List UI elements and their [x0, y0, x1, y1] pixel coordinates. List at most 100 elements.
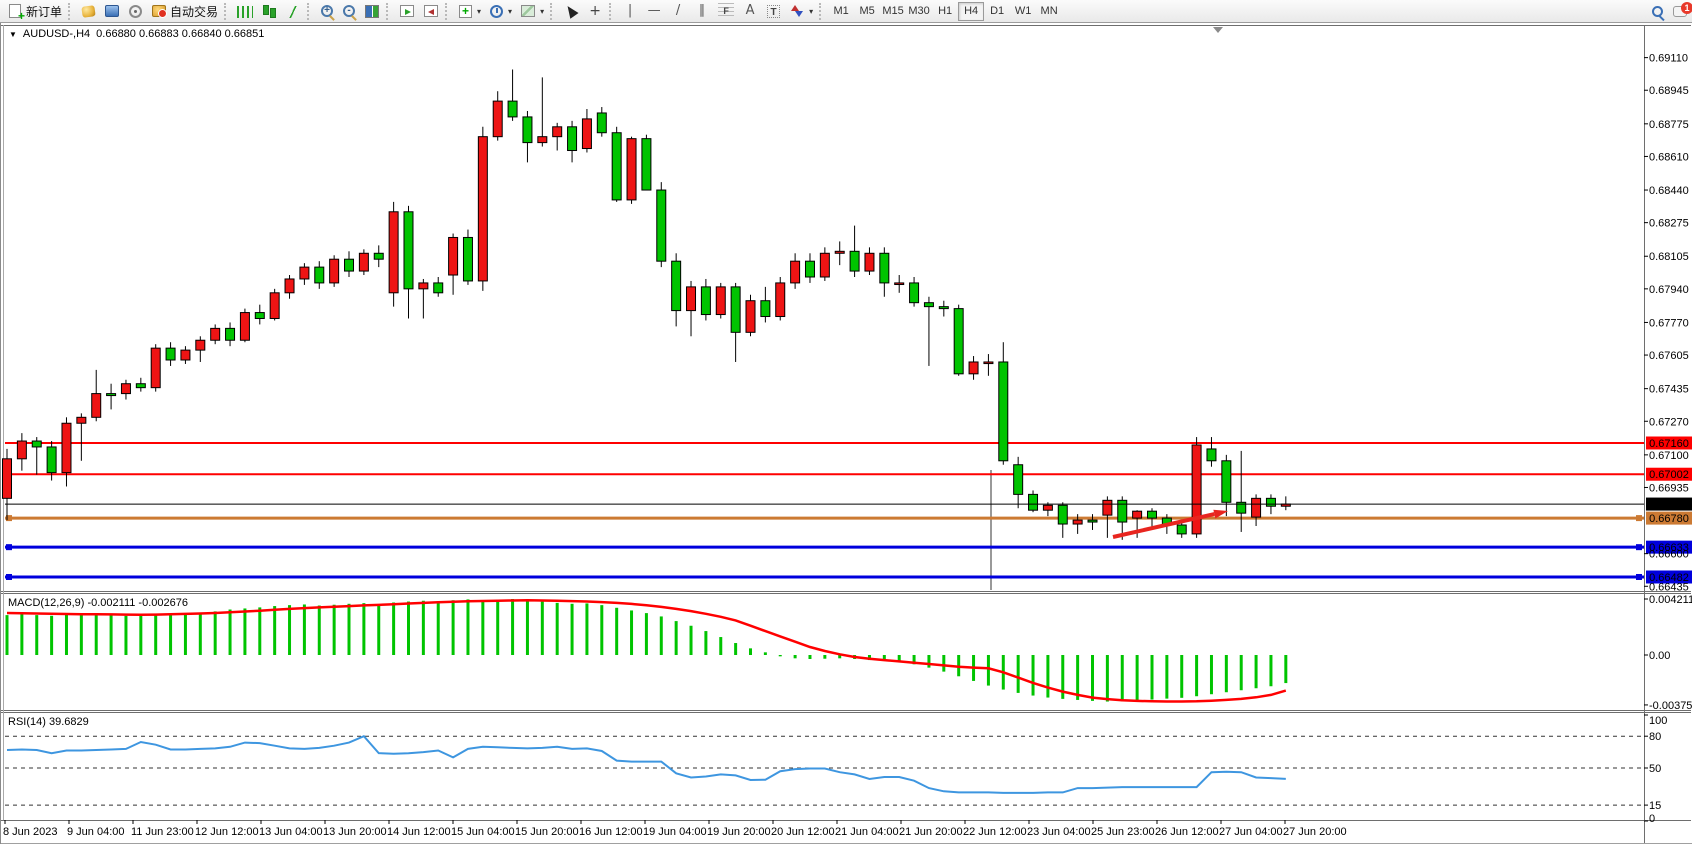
toolbar: 新订单自动交易+-▾▾▾+|—/∥FAT▾M1M5M15M30H1H4D1W1M… — [0, 0, 1692, 23]
candle — [1013, 464, 1024, 495]
price-tick-label: 0.68275 — [1649, 218, 1689, 230]
horizontal-line-object[interactable]: 0.66482 — [5, 570, 1692, 584]
new-order-button[interactable]: 新订单 — [3, 1, 66, 23]
rsi-tick-label: 100 — [1649, 715, 1667, 727]
rsi-tick-label: 80 — [1649, 731, 1661, 743]
indicators-button[interactable]: ▾ — [454, 1, 485, 22]
candle — [923, 302, 934, 308]
candle — [16, 440, 27, 460]
arrows-button[interactable]: ▾ — [785, 1, 817, 22]
candle — [76, 416, 87, 424]
templates-button[interactable]: ▾ — [516, 1, 548, 22]
candle — [135, 383, 146, 389]
quotes-gold-button[interactable] — [77, 1, 100, 22]
chart-shift-button[interactable] — [419, 1, 443, 22]
candle — [879, 252, 890, 284]
zoom-in-button[interactable]: + — [316, 1, 338, 22]
candle — [507, 100, 518, 118]
timeframe-m15[interactable]: M15 — [880, 2, 906, 21]
horizontal-line-object[interactable]: 0.67002 — [5, 467, 1692, 482]
timeframe-m30[interactable]: M30 — [906, 2, 932, 21]
time-tick-label: 14 Jun 12:00 — [387, 826, 451, 838]
text-button[interactable]: A — [738, 1, 762, 22]
candlestick-chart-button[interactable] — [257, 1, 281, 22]
notifications-icon[interactable]: 1 — [1673, 2, 1692, 17]
price-tick-label: 0.68610 — [1649, 151, 1689, 163]
toolbar-separator — [819, 2, 826, 20]
new-order-button-label: 新订单 — [26, 4, 63, 19]
macd-tick-label: 0.00 — [1649, 650, 1670, 662]
cursor-icon — [563, 3, 579, 19]
timeframe-h4[interactable]: H4 — [958, 1, 985, 21]
candle — [700, 286, 711, 316]
candle — [195, 339, 206, 351]
label-button[interactable]: T — [762, 1, 785, 22]
candle — [567, 126, 578, 152]
timeframe-h1[interactable]: H1 — [932, 2, 958, 21]
chart-shift-marker[interactable] — [1213, 27, 1223, 33]
metaeditor-button[interactable] — [100, 1, 124, 22]
zoom-out-button[interactable]: - — [338, 1, 360, 22]
toolbar-group: + - — [316, 0, 384, 23]
time-tick-label: 26 Jun 12:00 — [1155, 826, 1219, 838]
line-chart-button[interactable] — [281, 1, 305, 22]
cursor-button[interactable] — [559, 1, 583, 22]
timeframe-m5[interactable]: M5 — [854, 2, 880, 21]
rsi-tick-label: 0 — [1649, 813, 1655, 825]
candle — [656, 189, 667, 262]
horizontal-line-object[interactable]: 0.66633 — [5, 540, 1692, 555]
chevron-down-icon[interactable]: ▼ — [9, 29, 17, 39]
auto-scroll-button[interactable] — [395, 1, 419, 22]
timeframe-mn[interactable]: MN — [1036, 2, 1062, 21]
candle — [983, 361, 994, 365]
vertical-line-button[interactable]: | — [618, 1, 642, 22]
candle — [388, 211, 399, 294]
candle — [225, 327, 236, 341]
search-icon[interactable] — [1652, 6, 1663, 17]
arrow-object[interactable] — [1112, 509, 1228, 539]
macd-indicator-label: MACD(12,26,9) -0.002111 -0.002676 — [8, 597, 188, 609]
toolbar-group — [395, 0, 443, 23]
candlestick-chart-icon — [261, 4, 277, 20]
horizontal-line-object[interactable]: 0.66780 — [5, 511, 1692, 526]
horizontal-line-object[interactable]: 0.67160 — [5, 436, 1692, 451]
candle — [344, 258, 355, 272]
autotrading-button-label: 自动交易 — [170, 4, 219, 19]
periods-icon — [490, 4, 504, 18]
timeframe-d1[interactable]: D1 — [984, 2, 1010, 21]
candle — [730, 286, 741, 333]
timeframe-m1[interactable]: M1 — [828, 2, 854, 21]
fibonacci-button[interactable]: F — [714, 1, 738, 22]
price-tag-label: 0.66482 — [1649, 572, 1689, 584]
price-tag — [1646, 540, 1692, 554]
tile-windows-button[interactable] — [360, 1, 384, 22]
autotrading-button[interactable]: 自动交易 — [147, 1, 222, 22]
crosshair-button[interactable]: + — [583, 1, 607, 22]
rsi-tick-label: 50 — [1649, 763, 1661, 775]
macd-pane: 0.004211 0.00 -0.003755 — [5, 594, 1692, 712]
rsi-line — [6, 734, 1286, 794]
time-tick-label: 19 Jun 20:00 — [707, 826, 771, 838]
time-tick-label: 27 Jun 20:00 — [1283, 826, 1347, 838]
toolbar-separator — [307, 2, 314, 20]
signals-button[interactable] — [124, 1, 147, 22]
chart-shift-icon — [424, 5, 439, 17]
trendline-button[interactable]: / — [666, 1, 690, 22]
line-chart-icon — [285, 6, 302, 18]
chart-canvas[interactable]: 0.67160 0.67002 0.66780 0.66633 0.66482 0.668… — [0, 23, 1692, 844]
timeframe-w1[interactable]: W1 — [1010, 2, 1036, 21]
price-tick-label: 0.67605 — [1649, 350, 1689, 362]
periods-button[interactable]: ▾ — [485, 1, 516, 22]
candle — [1117, 499, 1128, 523]
candle — [894, 282, 905, 286]
channel-button[interactable]: ∥ — [690, 1, 714, 22]
time-tick-label: 20 Jun 12:00 — [771, 826, 835, 838]
horizontal-line-button[interactable]: — — [642, 1, 666, 22]
time-tick-label: 16 Jun 12:00 — [579, 826, 643, 838]
price-axis: 0.69110 0.68945 0.68775 0.68610 0.68440 0.682… — [1644, 53, 1689, 593]
candle — [834, 250, 845, 254]
rsi-indicator-label: RSI(14) 39.6829 — [8, 716, 89, 728]
chevron-down-icon: ▾ — [540, 6, 545, 16]
candle — [537, 136, 548, 144]
bar-chart-button[interactable] — [233, 1, 257, 22]
